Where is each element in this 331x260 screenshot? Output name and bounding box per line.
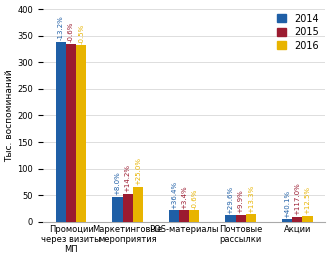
Text: +117.0%: +117.0% [294,182,300,215]
Bar [56,42,66,222]
Bar [169,210,179,222]
Legend: 2014, 2015, 2016: 2014, 2015, 2016 [275,12,321,53]
Text: -13.2%: -13.2% [58,16,64,41]
Text: +40.1%: +40.1% [284,190,290,218]
Text: +12.5%: +12.5% [305,186,310,214]
Bar [112,197,122,222]
Text: +8.0%: +8.0% [115,172,120,195]
Bar [189,210,200,222]
Bar [236,215,246,222]
Bar [282,219,292,222]
Bar [66,44,76,222]
Text: +9.9%: +9.9% [238,190,244,213]
Text: +14.2%: +14.2% [124,164,131,192]
Text: +29.6%: +29.6% [228,186,234,214]
Bar [76,45,86,222]
Text: +25.0%: +25.0% [135,157,141,185]
Text: +36.4%: +36.4% [171,180,177,209]
Text: +13.3%: +13.3% [248,185,254,213]
Text: -0.5%: -0.5% [78,23,84,44]
Bar [303,216,312,222]
Bar [133,187,143,222]
Text: -0.6%: -0.6% [68,22,74,42]
Text: -0.6%: -0.6% [191,188,197,209]
Bar [179,210,189,222]
Bar [292,217,303,222]
Bar [122,194,133,222]
Bar [246,214,256,222]
Bar [225,216,236,222]
Text: +3.4%: +3.4% [181,185,187,209]
Y-axis label: Тыс. воспоминаний: Тыс. воспоминаний [6,69,15,162]
